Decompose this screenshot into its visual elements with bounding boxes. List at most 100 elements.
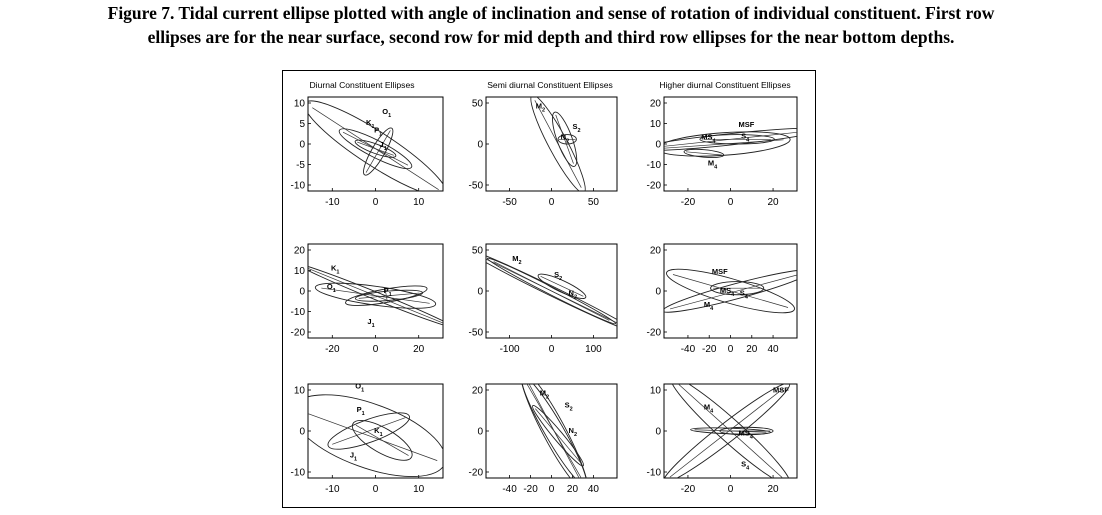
y-tick-label: 20 [472,386,484,397]
constituent-name: S [741,460,746,469]
x-tick-label: 0 [549,197,555,208]
inclination-line [358,292,420,299]
constituent-name: J [367,317,371,326]
constituent-subscript: 4 [746,466,750,472]
x-tick-label: -100 [500,344,520,355]
x-tick-label: 0 [728,344,734,355]
constituent-label: M2 [540,388,549,400]
constituent-label: P1 [384,286,392,298]
constituent-label: N2 [569,426,577,438]
constituent-name: MS [720,286,731,295]
constituent-subscript: 4 [710,306,714,312]
ellipse-group [520,384,589,478]
x-tick-label: -20 [681,484,696,495]
current-ellipse [345,285,428,306]
y-tick-label: -50 [469,328,484,339]
constituent-name: M [704,402,710,411]
inclination-line [694,429,767,433]
constituent-subscript: 1 [389,292,392,298]
x-tick-label: -20 [702,344,717,355]
constituent-subscript: 2 [559,276,562,282]
y-tick-label: -50 [469,181,484,192]
y-tick-label: 0 [655,140,661,151]
current-ellipse [719,426,774,436]
constituent-label: O1 [327,282,336,294]
constituent-label: O1 [382,107,391,119]
y-tick-label: 0 [655,287,661,298]
x-tick-label: 10 [413,484,425,495]
x-tick-label: 0 [373,484,379,495]
constituent-label: M4 [704,300,714,312]
constituent-subscript: 4 [710,408,714,414]
constituent-label: N2 [569,289,577,301]
constituent-label: MSF [738,120,754,129]
y-tick-label: 0 [477,140,483,151]
y-tick-label: 20 [650,99,662,110]
current-ellipse [699,134,775,145]
x-tick-label: 40 [767,344,779,355]
y-tick-label: 0 [299,427,305,438]
constituent-label: MS4 [738,429,753,441]
current-ellipse [557,134,577,145]
constituent-name: P [357,405,362,414]
constituent-subscript: 1 [372,323,375,329]
constituent-label: M2 [512,254,521,266]
constituent-label: K1 [331,263,339,275]
x-tick-label: 20 [746,344,758,355]
constituent-subscript: 1 [388,113,391,119]
constituent-label: J1 [367,317,374,329]
current-ellipse [537,273,587,299]
constituent-subscript: 4 [745,295,749,301]
constituent-name: M [708,159,714,168]
x-tick-label: 40 [588,484,600,495]
constituent-label: MSF [773,385,789,394]
constituent-subscript: 1 [379,132,382,138]
ellipse-group [308,263,443,328]
current-ellipse [351,420,413,461]
constituent-name: K [331,263,337,272]
x-tick-label: 20 [767,484,779,495]
x-tick-label: 10 [413,197,425,208]
inclination-line [321,287,430,304]
y-tick-label: -20 [291,328,306,339]
y-tick-label: 0 [655,427,661,438]
current-ellipse [690,427,771,435]
current-ellipse [664,127,797,151]
y-tick-label: 20 [650,246,662,257]
x-tick-label: -50 [502,197,517,208]
constituent-subscript: 1 [361,388,364,394]
constituent-label: MS4 [701,132,716,144]
constituent-name: K [366,118,372,127]
current-ellipse [670,384,791,478]
y-tick-label: 10 [650,386,662,397]
constituent-name: M [512,254,518,263]
constituent-subscript: 1 [362,411,365,417]
current-ellipse [486,248,617,334]
column-title-higher: Higher diurnal Constituent Ellipses [659,80,790,90]
x-tick-label: -20 [325,344,340,355]
x-tick-label: 20 [567,484,579,495]
constituent-subscript: 2 [518,260,521,266]
current-ellipse [363,127,394,176]
inclination-line [308,413,438,461]
x-tick-label: 0 [728,484,734,495]
inclination-line [669,388,784,478]
current-ellipse [664,131,791,157]
constituent-name: MS [701,132,712,141]
constituent-subscript: 4 [731,292,735,298]
constituent-subscript: 2 [546,394,549,400]
current-ellipse [521,384,588,478]
ellipse-group [486,248,617,334]
x-tick-label: -20 [681,197,696,208]
inclination-line [672,274,789,308]
current-ellipse [552,111,578,167]
inclination-line [355,424,409,456]
constituent-name: O [355,382,361,391]
constituent-name: N [561,132,566,141]
